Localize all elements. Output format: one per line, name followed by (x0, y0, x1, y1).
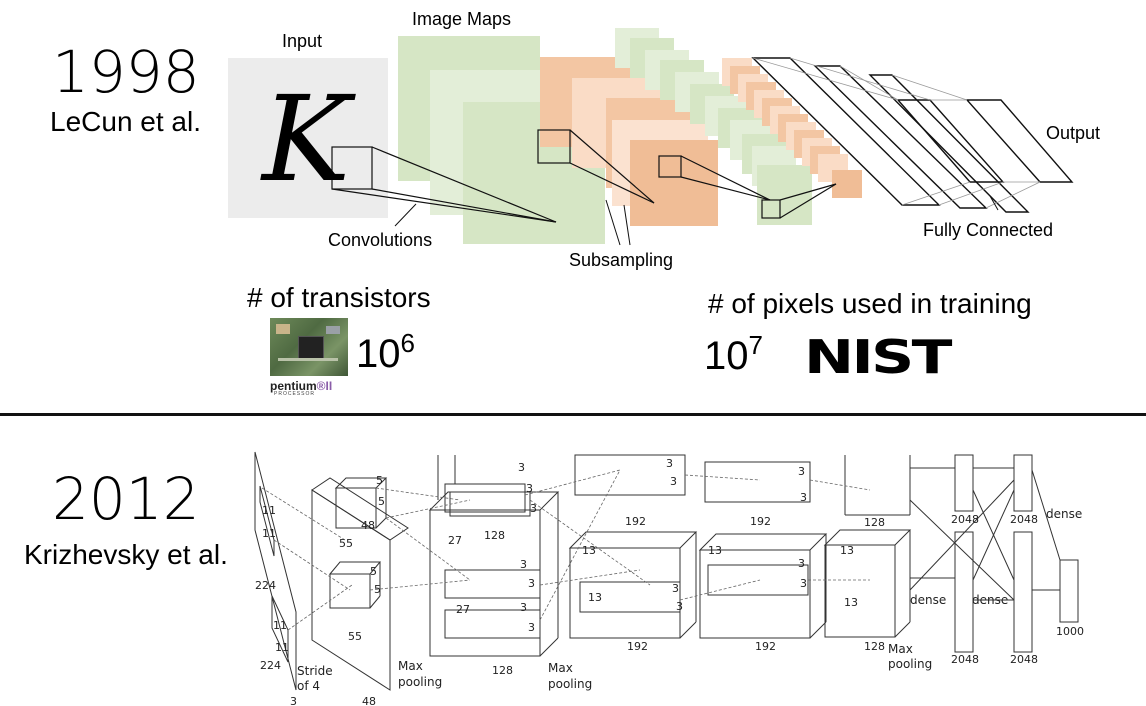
alex-label: Max (398, 659, 423, 673)
image-maps-label: Image Maps (412, 9, 512, 29)
alex-label: 11 (262, 527, 276, 540)
alex-label: 3 (798, 465, 805, 478)
input-label: Input (282, 31, 323, 51)
subsampling-label: Subsampling (569, 250, 674, 270)
alex-label: 27 (456, 603, 470, 616)
input-glyph-k: K (262, 70, 351, 208)
nist-logo: NIST (804, 330, 952, 384)
alex-label: of 4 (297, 679, 321, 693)
alex-label: 3 (526, 482, 533, 495)
alex-label: Max (888, 642, 913, 656)
alex-label: 48 (362, 695, 376, 706)
alex-label: 128 (864, 516, 885, 529)
alex-label: dense (910, 593, 947, 607)
alex-label: 5 (378, 495, 385, 508)
pentium-sub: PROCESSOR (274, 391, 315, 397)
author-lecun: LeCun et al. (50, 106, 201, 137)
alex-label: 2048 (1010, 653, 1038, 666)
alex-label: pooling (888, 657, 933, 671)
alex-label: 11 (275, 641, 289, 654)
alex-label: 3 (666, 457, 673, 470)
alex-label: 2048 (951, 513, 979, 526)
alex-label: 11 (273, 619, 287, 632)
alex-label: 128 (864, 640, 885, 653)
alex-label: 55 (348, 630, 362, 643)
alex-label: 13 (844, 596, 858, 609)
alex-label: 1000 (1056, 625, 1084, 638)
alex-label: 3 (798, 557, 805, 570)
input-image (228, 58, 388, 218)
alex-label: 3 (676, 600, 683, 613)
alex-label: Max (548, 661, 573, 675)
alex-label: 192 (625, 515, 646, 528)
alex-label: 3 (518, 461, 525, 474)
author-krizhevsky: Krizhevsky et al. (24, 539, 228, 570)
pixels-value: 107 (704, 330, 763, 378)
alex-label: 3 (800, 491, 807, 504)
alex-label: 13 (582, 544, 596, 557)
alex-label: 55 (339, 537, 353, 550)
transistors-value: 106 (356, 328, 415, 376)
alex-label: 3 (290, 695, 297, 706)
alex-label: 27 (448, 534, 462, 547)
alex-label: 192 (627, 640, 648, 653)
output-label: Output (1046, 123, 1101, 143)
alex-label: 3 (520, 558, 527, 571)
alex-label: 192 (755, 640, 776, 653)
circuit-board-icon (270, 318, 348, 376)
alex-label: 128 (492, 664, 513, 677)
alex-label: 192 (750, 515, 771, 528)
alex-label: 3 (520, 601, 527, 614)
alex-label: 3 (528, 577, 535, 590)
alex-label: 13 (840, 544, 854, 557)
alex-label: dense (972, 593, 1009, 607)
fully-connected-label: Fully Connected (923, 220, 1054, 240)
transistors-label: # of transistors (247, 282, 431, 313)
alex-label: pooling (548, 677, 593, 691)
alex-label: 5 (370, 565, 377, 578)
alex-label: 3 (670, 475, 677, 488)
alex-label: 128 (484, 529, 505, 542)
convolutions-label: Convolutions (328, 230, 433, 250)
alex-label: 5 (376, 474, 383, 487)
alex-label: 13 (708, 544, 722, 557)
alex-label: 3 (530, 502, 537, 515)
alex-label: 3 (528, 621, 535, 634)
alex-label: 224 (255, 579, 276, 592)
pixels-label: # of pixels used in training (708, 288, 1032, 319)
alex-label: 224 (260, 659, 281, 672)
section-divider (0, 413, 1146, 416)
alex-label: 11 (262, 504, 276, 517)
alex-label: 48 (361, 519, 375, 532)
alex-label: 13 (588, 591, 602, 604)
year-1998: 1998 (52, 38, 200, 106)
alex-label: 2048 (951, 653, 979, 666)
alex-label: dense (1046, 507, 1083, 521)
alex-label: 2048 (1010, 513, 1038, 526)
alex-label: Stride (297, 664, 333, 678)
pentium-logo: pentium®II (270, 379, 333, 393)
alex-label: 3 (672, 582, 679, 595)
alex-label: 3 (800, 577, 807, 590)
year-2012: 2012 (52, 465, 200, 533)
pentium-chip-image: pentium®II PROCESSOR (270, 318, 348, 398)
alex-label: 5 (374, 583, 381, 596)
alex-label: pooling (398, 675, 443, 689)
